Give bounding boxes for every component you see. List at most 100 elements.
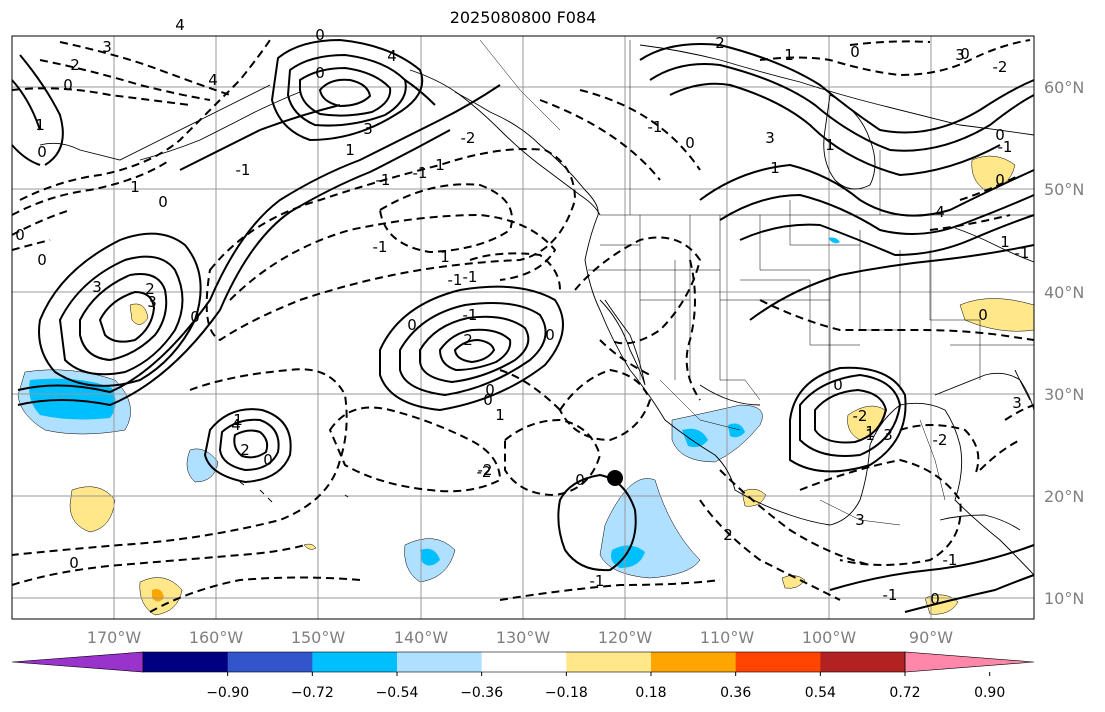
contour-label: -1 <box>648 118 663 136</box>
contour-label: 1 <box>233 411 243 429</box>
contour-label: 2 <box>240 441 250 459</box>
colorbar-segment <box>312 652 398 672</box>
anomaly-fills <box>17 155 1035 616</box>
contour-label: 0 <box>69 554 79 572</box>
contour-label: 1 <box>865 423 875 441</box>
contour-label: 1 <box>130 178 140 196</box>
colorbar-tick-label: −0.54 <box>376 685 419 701</box>
contour-label: 0 <box>315 64 325 82</box>
longitude-label: 140°W <box>394 628 449 647</box>
contour-lines <box>11 38 1035 613</box>
contour-label: 2 <box>723 526 733 544</box>
contour-label: 3 <box>102 38 112 56</box>
contour-label: 3 <box>147 293 157 311</box>
colorbar-extend-min <box>11 651 144 673</box>
contour-label: -1 <box>943 551 958 569</box>
contour-label: 2 <box>145 280 155 298</box>
contour-label: 1 <box>440 248 450 266</box>
colorbar-tick-label: 0.36 <box>720 685 751 701</box>
contour-label: -1 <box>373 238 388 256</box>
contour-label: -1 <box>883 586 898 604</box>
colorbar-tick-label: −0.18 <box>545 685 588 701</box>
latitude-label: 50°N <box>1044 180 1084 199</box>
contour-label: -2 <box>853 407 868 425</box>
latitude-labels: 60°N 50°N 40°N 30°N 20°N 10°N <box>1044 78 1084 608</box>
contour-label: 4 <box>387 47 397 65</box>
colorbar-tick-label: 0.54 <box>805 685 836 701</box>
contour-label: 0 <box>190 308 200 326</box>
contour-label: 0 <box>37 251 47 269</box>
contour-label: 3 <box>855 511 865 529</box>
colorbar-segment <box>566 652 652 672</box>
contour-label: 0 <box>315 26 325 44</box>
contour-label: 3 <box>92 278 102 296</box>
contour-label: -2 <box>933 431 948 449</box>
longitude-label: 150°W <box>291 628 346 647</box>
contour-label: 1 <box>345 141 355 159</box>
longitude-label: 170°W <box>87 628 142 647</box>
colorbar-tick-label: 0.72 <box>889 685 920 701</box>
longitude-label: 110°W <box>700 628 755 647</box>
latitude-label: 10°N <box>1044 589 1084 608</box>
contour-label: 1 <box>435 156 445 174</box>
contour-label: 0 <box>575 471 585 489</box>
contour-label: -2 <box>477 463 492 481</box>
contour-label: -2 <box>993 58 1008 76</box>
colorbar-segment <box>397 652 483 672</box>
contour-label: -1 <box>590 572 605 590</box>
contour-label: 0 <box>995 171 1005 189</box>
latitude-label: 60°N <box>1044 78 1084 97</box>
contour-label: 2 <box>70 56 80 74</box>
contour-lines-dashed <box>11 39 1035 613</box>
contour-label: 0 <box>407 316 417 334</box>
contour-label: 0 <box>158 193 168 211</box>
contour-label: 1 <box>495 406 505 424</box>
contour-label: -1 <box>463 268 478 286</box>
colorbar-ticks: −0.90 −0.72 −0.54 −0.36 −0.18 0.18 0.36 0.54 0.7… <box>206 672 1005 701</box>
longitude-label: 90°W <box>909 628 953 647</box>
contour-label: -1 <box>1015 244 1030 262</box>
colorbar-tick-label: −0.90 <box>206 685 249 701</box>
contour-label: 0 <box>483 391 493 409</box>
contour-label: 1 <box>770 159 780 177</box>
coastlines <box>39 44 1035 576</box>
contour-label: 2 <box>463 331 473 349</box>
contour-label: 3 <box>765 129 775 147</box>
location-marker <box>607 470 623 486</box>
contour-label: 2 <box>715 34 725 52</box>
map-title: 2025080800 F084 <box>449 8 597 27</box>
contour-label: 4 <box>935 203 945 221</box>
map-frame <box>11 35 1035 620</box>
contour-label: -1 <box>463 306 478 324</box>
contour-label: 0 <box>545 326 555 344</box>
colorbar-segment <box>227 652 313 672</box>
contour-label: -1 <box>448 271 463 289</box>
colorbar-tick-label: 0.90 <box>974 685 1005 701</box>
latitude-label: 20°N <box>1044 487 1084 506</box>
contour-label: 3 <box>955 46 965 64</box>
contour-label: 0 <box>995 126 1005 144</box>
contour-label: 0 <box>833 376 843 394</box>
contour-label: 0 <box>960 45 970 63</box>
contour-label: -1 <box>236 161 251 179</box>
latitude-label: 30°N <box>1044 385 1084 404</box>
contour-label: 3 <box>363 120 373 138</box>
longitude-label: 100°W <box>802 628 857 647</box>
contour-label: 0 <box>263 451 273 469</box>
political-borders <box>479 39 1034 526</box>
colorbar-extend-max <box>904 651 1035 673</box>
colorbar-segment <box>820 652 906 672</box>
contour-label: 0 <box>485 381 495 399</box>
contour-label: 4 <box>208 71 218 89</box>
contour-label: 0 <box>37 143 47 161</box>
contour-label: 0 <box>15 226 25 244</box>
colorbar-tick-label: −0.36 <box>460 685 503 701</box>
contour-label: -1 <box>376 171 391 189</box>
contour-label: 0 <box>930 590 940 608</box>
colorbar-tick-label: −0.72 <box>291 685 334 701</box>
contour-label: 1 <box>35 116 45 134</box>
contour-label: -1 <box>998 138 1013 156</box>
longitude-label: 130°W <box>496 628 551 647</box>
